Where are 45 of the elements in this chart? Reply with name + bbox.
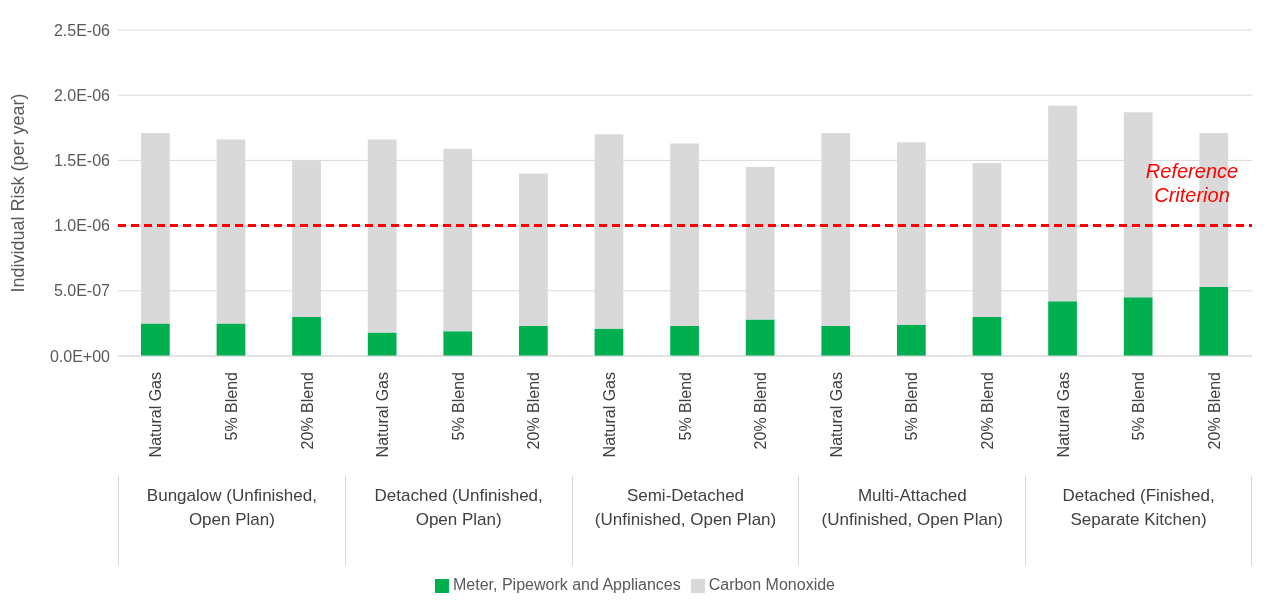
bar (216, 323, 246, 356)
y-tick-label: 5.0E-07 (53, 282, 111, 300)
x-tick-label: 20% Blend (978, 372, 996, 450)
bar (1123, 297, 1153, 356)
bar (443, 331, 473, 356)
bar (141, 323, 170, 356)
y-tick-label: 1.0E-06 (53, 217, 111, 235)
y-tick-label: 2.0E-06 (53, 86, 111, 104)
y-axis-title: Individual Risk (per year) (8, 93, 29, 293)
x-tick-label: 20% Blend (525, 372, 543, 450)
text: Detached (Finished, Separate Kitchen) (1025, 476, 1252, 566)
y-tick-label: 0.0E+00 (49, 347, 111, 365)
bar (745, 319, 775, 356)
bar (897, 324, 926, 356)
x-tick-label: 5% Blend (676, 372, 694, 441)
x-tick-label: Natural Gas (147, 372, 165, 458)
legend-label: Carbon Monoxide (708, 576, 835, 593)
bar (972, 316, 1002, 356)
x-tick-label: 5% Blend (449, 372, 467, 441)
x-tick-label: Natural Gas (374, 372, 392, 458)
text: Bungalow (Unfinished, Open Plan) (118, 476, 345, 566)
legend-label: Meter, Pipework and Appliances (453, 576, 681, 593)
bar (821, 326, 851, 356)
bar (519, 326, 548, 356)
x-tick-label: 5% Blend (1130, 372, 1148, 441)
bar (670, 326, 699, 356)
text: Semi-Detached (Unfinished, Open Plan) (571, 476, 799, 566)
x-tick-label: 5% Blend (222, 372, 240, 441)
x-tick-label: Natural Gas (1054, 372, 1072, 458)
bar (1199, 286, 1229, 356)
y-tick-label: 1.5E-06 (53, 152, 111, 170)
bar (594, 328, 624, 356)
y-tick-label: 2.5E-06 (53, 21, 111, 39)
bar (1048, 301, 1077, 356)
x-tick-label: 20% Blend (1205, 372, 1223, 450)
x-tick-label: Natural Gas (600, 372, 618, 458)
x-tick-label: Natural Gas (827, 372, 845, 458)
bar (292, 316, 321, 356)
ref-line-label: Reference Criterion (1145, 159, 1239, 206)
x-tick-label: 20% Blend (298, 372, 316, 450)
text: Detached (Unfinished, Open Plan) (344, 476, 572, 566)
x-tick-label: 5% Blend (903, 372, 921, 441)
text: Multi-Attached (Unfinished, Open Plan) (798, 476, 1026, 566)
bar (367, 332, 397, 356)
x-tick-label: 20% Blend (752, 372, 770, 450)
